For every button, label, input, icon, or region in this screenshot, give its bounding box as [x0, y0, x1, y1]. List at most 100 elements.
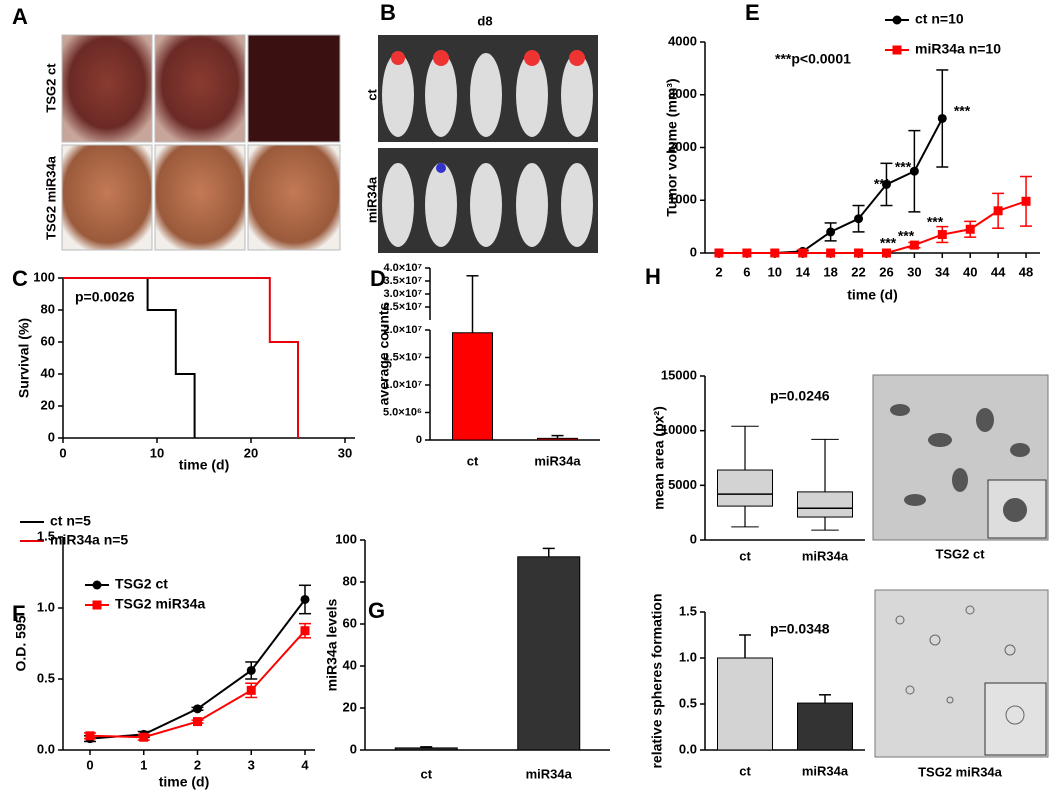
x-tick-label: 1	[140, 757, 147, 772]
x-tick-label: 3	[248, 757, 255, 772]
y-tick-label: 0	[416, 434, 422, 446]
y-tick-label: 100	[335, 531, 357, 546]
marker	[965, 224, 975, 234]
y-tick-label: 4000	[668, 33, 697, 48]
marker	[937, 230, 947, 240]
panel-label: D	[370, 266, 386, 291]
panel-label: H	[645, 264, 661, 289]
x-tick-label: 10	[150, 445, 164, 460]
x-tick-label: 0	[86, 757, 93, 772]
x-tick-label: 2	[715, 264, 722, 279]
y-tick-label: 2.5×10⁷	[384, 301, 423, 313]
y-tick-label: 2.0×10⁷	[384, 324, 423, 336]
y-tick-label: 80	[41, 301, 55, 316]
bar	[452, 332, 493, 441]
y-tick-label: 5.0×10⁶	[383, 406, 422, 418]
bar	[394, 747, 458, 751]
y-tick-label: 15000	[661, 367, 697, 382]
photo-caption: TSG2 miR34a	[918, 764, 1003, 779]
y-tick-label: 1.0	[37, 599, 55, 614]
bar	[537, 437, 578, 441]
y-tick-label: 0	[690, 244, 697, 259]
x-axis-label: time (d)	[847, 287, 898, 303]
y-tick-label: 1.5×10⁷	[384, 351, 423, 363]
y-tick-label: 0	[350, 741, 357, 756]
x-tick-label: ct	[420, 766, 432, 781]
marker	[300, 626, 310, 636]
bar	[797, 702, 853, 751]
y-tick-label: 100	[33, 269, 55, 284]
y-axis-label: Survival (%)	[16, 318, 32, 398]
marker	[85, 731, 95, 741]
annotation: ***	[898, 228, 915, 244]
y-tick-label: 3000	[668, 86, 697, 101]
y-axis-label: average counts	[376, 302, 392, 405]
marker	[798, 248, 808, 258]
x-tick-label: 44	[991, 264, 1006, 279]
x-tick-label: ct	[739, 548, 751, 563]
box	[717, 469, 773, 507]
annotation: p=0.0246	[770, 388, 830, 404]
x-tick-label: 30	[338, 445, 352, 460]
x-tick-label: 10	[768, 264, 782, 279]
annotation: ***p<0.0001	[775, 51, 851, 67]
y-tick-label: 0.5	[37, 670, 55, 685]
annotation: ***	[954, 103, 971, 119]
y-tick-label: 20	[343, 699, 357, 714]
x-tick-label: miR34a	[534, 453, 581, 468]
legend-marker	[892, 45, 902, 55]
marker	[826, 227, 836, 237]
legend-label: TSG2 miR34a	[115, 596, 205, 612]
annotation: p=0.0026	[75, 289, 135, 305]
marker	[826, 248, 836, 258]
y-tick-label: 0	[690, 531, 697, 546]
bar	[717, 657, 773, 751]
box	[797, 491, 853, 518]
y-tick-label: 60	[343, 615, 357, 630]
x-tick-label: 30	[907, 264, 921, 279]
x-tick-label: ct	[467, 453, 479, 468]
marker	[193, 717, 202, 727]
y-tick-label: 3.5×10⁷	[384, 275, 423, 287]
y-axis-label: O.D. 595	[13, 615, 29, 671]
photos-b	[378, 35, 598, 253]
legend-label: TSG2 ct	[115, 576, 168, 592]
y-tick-label: 80	[343, 573, 357, 588]
y-tick-label: 40	[343, 657, 357, 672]
y-tick-label: 1.0×10⁷	[384, 379, 423, 391]
x-tick-label: 14	[795, 264, 810, 279]
photo-title: d8	[477, 13, 492, 28]
panel-label: E	[745, 0, 760, 25]
y-tick-label: 5000	[668, 477, 697, 492]
photos-a	[61, 34, 341, 251]
marker	[909, 240, 919, 250]
x-tick-label: 48	[1019, 264, 1033, 279]
x-tick-label: 20	[244, 445, 258, 460]
y-tick-label: 0.0	[37, 741, 55, 756]
marker	[300, 594, 310, 604]
x-tick-label: 22	[851, 264, 865, 279]
photo-row-label: miR34a	[364, 176, 379, 223]
marker	[1021, 196, 1031, 206]
marker	[770, 248, 780, 258]
legend-marker	[892, 15, 902, 25]
marker	[246, 685, 256, 695]
photo-row-label: TSG2 ct	[43, 63, 58, 113]
legend-marker	[92, 580, 102, 590]
y-tick-label: 60	[41, 333, 55, 348]
y-tick-label: 4.0×10⁷	[384, 262, 423, 274]
y-tick-label: 3.0×10⁷	[384, 288, 423, 300]
marker	[193, 704, 202, 714]
x-tick-label: miR34a	[802, 548, 849, 563]
x-tick-label: ct	[739, 763, 751, 778]
x-tick-label: 40	[963, 264, 977, 279]
x-axis-label: time (d)	[159, 774, 210, 790]
y-tick-label: 20	[41, 397, 55, 412]
panel-label: B	[380, 0, 396, 25]
marker	[881, 248, 891, 258]
legend-label: miR34a n=10	[915, 41, 1001, 57]
x-tick-label: 26	[879, 264, 893, 279]
annotation: ***	[927, 214, 944, 230]
x-axis-label: time (d)	[179, 457, 230, 473]
panel-label: F	[12, 601, 25, 626]
